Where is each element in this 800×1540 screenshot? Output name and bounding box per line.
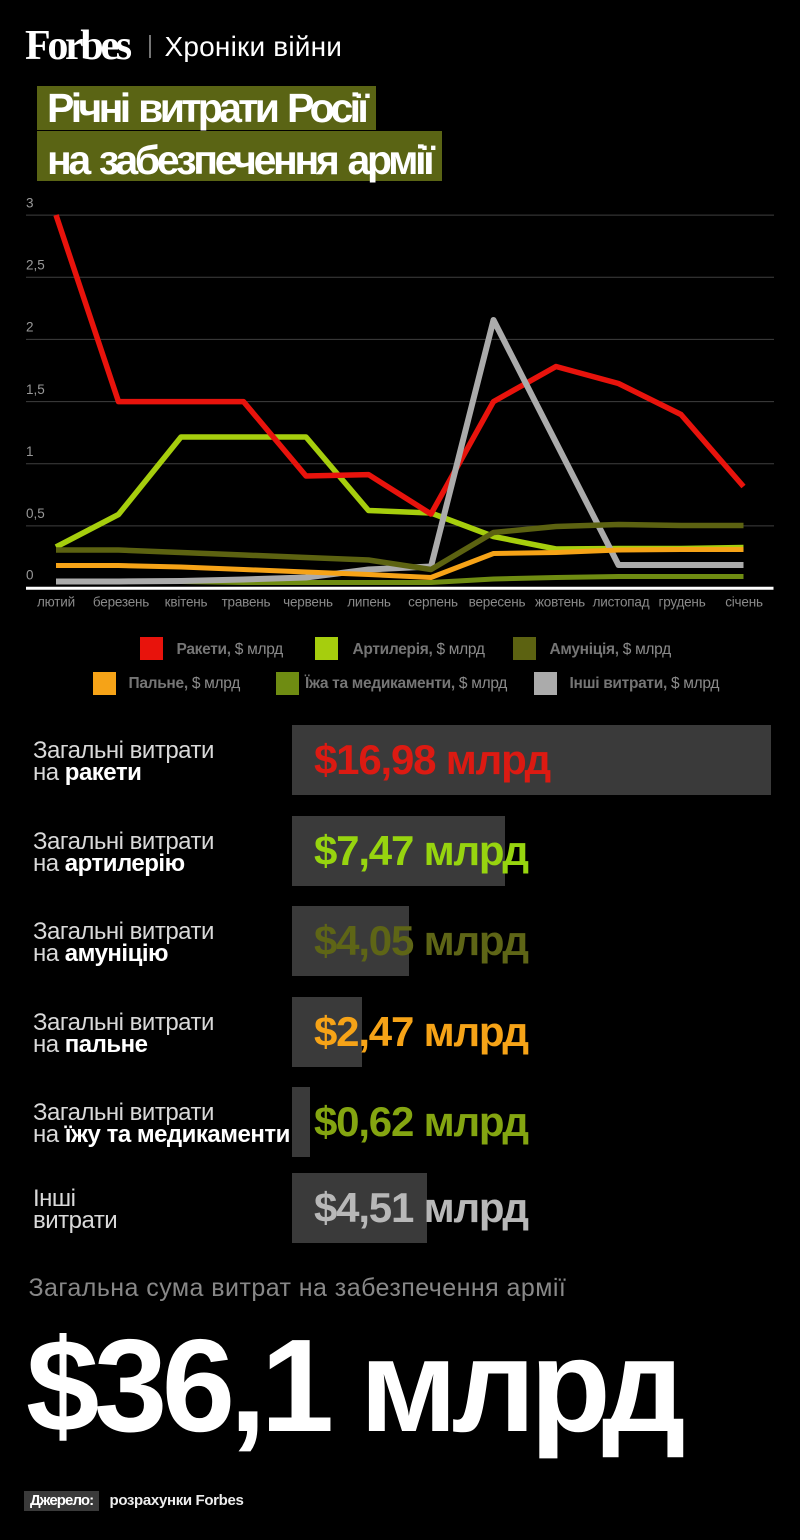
svg-text:серпень: серпень (408, 595, 458, 610)
svg-text:липень: липень (347, 595, 391, 610)
svg-text:лютий: лютий (37, 595, 75, 610)
svg-text:0,5: 0,5 (26, 506, 45, 521)
svg-text:червень: червень (283, 595, 333, 610)
svg-text:березень: березень (93, 595, 149, 610)
svg-text:квітень: квітень (165, 595, 208, 610)
svg-text:листопад: листопад (593, 595, 650, 610)
svg-text:грудень: грудень (658, 595, 705, 610)
svg-text:1,5: 1,5 (26, 382, 45, 397)
svg-text:січень: січень (725, 595, 763, 610)
svg-text:2,5: 2,5 (26, 257, 45, 272)
svg-text:2: 2 (26, 320, 34, 335)
svg-text:вересень: вересень (469, 595, 526, 610)
svg-text:жовтень: жовтень (535, 595, 585, 610)
svg-text:3: 3 (26, 195, 34, 210)
svg-text:1: 1 (26, 444, 34, 459)
svg-text:0: 0 (26, 568, 34, 583)
svg-text:травень: травень (222, 595, 271, 610)
